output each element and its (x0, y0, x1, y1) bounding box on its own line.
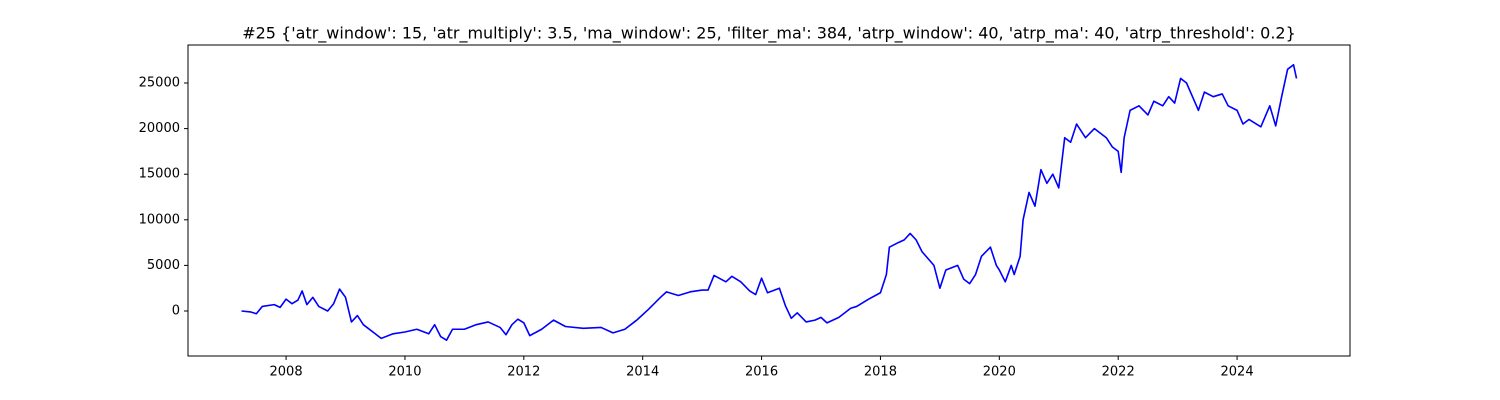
x-tick-label: 2014 (626, 365, 659, 380)
y-tick-label: 25000 (139, 76, 180, 91)
x-tick-label: 2020 (983, 365, 1016, 380)
y-tick-label: 5000 (147, 258, 180, 273)
x-tick-label: 2022 (1102, 365, 1135, 380)
plot-frame (187, 44, 1351, 357)
x-tick-label: 2008 (270, 365, 303, 380)
y-tick-label: 10000 (139, 212, 180, 227)
x-tick-label: 2024 (1221, 365, 1254, 380)
x-tick-label: 2012 (507, 365, 540, 380)
chart-title: #25 {'atr_window': 15, 'atr_multiply': 3… (242, 24, 1296, 44)
x-tick-label: 2010 (388, 365, 421, 380)
data-line (241, 63, 1298, 341)
y-tick-label: 20000 (139, 121, 180, 136)
x-tick-label: 2018 (864, 365, 897, 380)
x-tick-label: 2016 (745, 365, 778, 380)
y-tick-label: 0 (172, 304, 180, 319)
y-tick-label: 15000 (139, 167, 180, 182)
